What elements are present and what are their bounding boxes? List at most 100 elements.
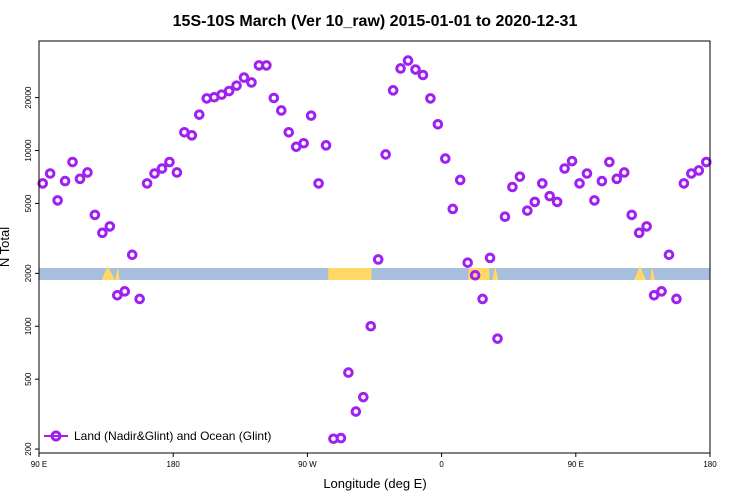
data-point — [604, 156, 615, 168]
data-point — [469, 269, 481, 281]
data-point — [261, 60, 272, 71]
data-point — [641, 221, 652, 232]
data-point — [454, 174, 466, 186]
data-point — [663, 249, 675, 261]
data-point — [82, 167, 93, 178]
data-point — [44, 168, 56, 179]
data-point — [536, 178, 548, 189]
x-tick-label: 90 E — [31, 460, 47, 469]
data-point — [425, 93, 436, 104]
legend: Land (Nadir&Glint) and Ocean (Glint) — [44, 429, 271, 443]
x-tick-label: 180 — [703, 460, 717, 469]
data-point — [171, 167, 183, 178]
data-point — [447, 203, 459, 215]
x-tick-label: 90 E — [568, 460, 584, 469]
land-spike — [115, 266, 120, 280]
data-point — [149, 168, 160, 179]
data-point — [581, 168, 593, 179]
data-point — [305, 110, 317, 121]
y-tick-label: 20000 — [24, 86, 33, 109]
data-point — [633, 227, 645, 239]
data-point — [410, 64, 421, 75]
data-point — [440, 153, 451, 164]
legend-entry: Land (Nadir&Glint) and Ocean (Glint) — [74, 429, 271, 443]
data-point — [618, 167, 630, 178]
y-tick-label: 1000 — [24, 317, 33, 335]
data-point — [52, 195, 63, 206]
chart-title: 15S-10S March (Ver 10_raw) 2015-01-01 to… — [173, 13, 578, 30]
data-point — [671, 293, 682, 305]
data-point — [678, 178, 690, 189]
legend-marker — [50, 430, 62, 442]
data-point — [276, 105, 287, 116]
data-point — [417, 69, 429, 81]
data-point — [544, 190, 556, 202]
data-point — [74, 173, 86, 185]
data-point — [648, 290, 660, 301]
data-point — [432, 119, 444, 130]
data-point — [559, 163, 570, 174]
data-point — [268, 92, 280, 104]
x-tick-label: 180 — [167, 460, 181, 469]
data-point — [626, 209, 638, 221]
data-point — [499, 211, 511, 223]
data-point — [656, 286, 667, 297]
data-point — [298, 137, 309, 149]
data-point — [119, 286, 131, 297]
data-point — [164, 156, 175, 168]
data-point — [395, 63, 406, 74]
data-point — [156, 163, 168, 174]
data-point — [37, 178, 49, 189]
data-point — [402, 55, 414, 66]
data-point — [596, 175, 608, 187]
data-point — [104, 221, 116, 232]
y-tick-label: 10000 — [24, 139, 33, 162]
data-point — [700, 156, 712, 168]
data-point — [223, 85, 235, 97]
x-axis-label: Longitude (deg E) — [323, 476, 426, 491]
y-tick-label: 500 — [24, 372, 33, 386]
data-points — [37, 55, 712, 445]
data-point — [477, 293, 488, 305]
surface-type-band — [39, 266, 710, 280]
data-point — [387, 85, 399, 96]
data-point — [380, 149, 391, 160]
data-point — [365, 320, 377, 332]
data-point — [335, 432, 347, 444]
data-point — [484, 252, 496, 264]
data-point — [551, 196, 563, 208]
data-point — [574, 178, 585, 189]
land-spike — [101, 266, 116, 280]
x-axis-ticks: 90 E 180 90 W 0 90 E 180 — [31, 453, 717, 469]
x-tick-label: 0 — [439, 460, 444, 469]
land-segment — [328, 268, 372, 280]
y-axis-ticks: 200 500 1000 2000 5000 10000 20000 — [24, 86, 39, 456]
data-point — [67, 156, 78, 168]
data-point — [97, 227, 108, 239]
data-point — [343, 367, 354, 378]
land-spike — [650, 266, 655, 280]
data-point — [246, 77, 257, 88]
y-tick-label: 5000 — [24, 194, 33, 212]
data-point — [358, 391, 369, 403]
land-spike — [633, 266, 646, 280]
data-point — [611, 173, 623, 185]
data-point — [126, 249, 138, 261]
data-point — [313, 178, 324, 189]
data-point — [522, 205, 533, 216]
land-spike — [492, 266, 499, 280]
data-point — [111, 290, 123, 301]
y-axis-label: N Total — [0, 227, 12, 267]
data-point — [141, 178, 153, 189]
data-point — [566, 155, 578, 167]
data-point — [492, 333, 503, 344]
data-point — [372, 254, 384, 265]
ocean-band — [39, 268, 710, 280]
plot-frame — [38, 40, 711, 454]
x-tick-label: 90 W — [298, 460, 317, 469]
data-point — [59, 175, 71, 187]
y-tick-label: 200 — [24, 442, 33, 456]
data-point — [462, 257, 473, 268]
data-point — [231, 80, 242, 91]
